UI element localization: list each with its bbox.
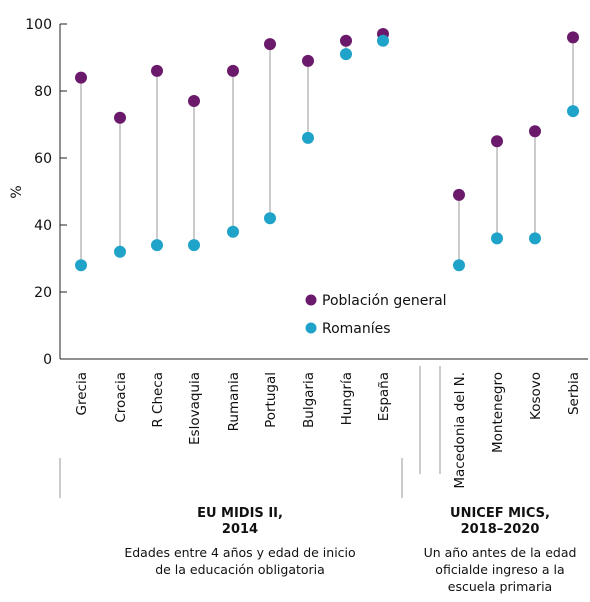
point-poblacion-general-serbia <box>567 31 579 44</box>
x-tick-label-hungria: Hungría <box>339 372 355 425</box>
point-romanies-r-checa <box>151 239 163 252</box>
y-tick-label-20: 20 <box>34 285 52 301</box>
y-tick-label-0: 0 <box>43 352 52 368</box>
point-romanies-portugal <box>264 212 276 225</box>
x-tick-label-bulgaria: Bulgaria <box>301 372 317 428</box>
point-romanies-macedonia-del-n <box>453 259 465 272</box>
y-tick-label-100: 100 <box>25 17 52 33</box>
point-romanies-rumania <box>227 225 239 238</box>
legend-label-poblacion-general: Población general <box>322 293 447 309</box>
point-poblacion-general-rumania <box>227 64 239 77</box>
legend-marker-poblacion-general <box>305 294 317 306</box>
point-romanies-grecia <box>75 259 87 272</box>
x-tick-label-eslovaquia: Eslovaquia <box>187 372 203 445</box>
point-poblacion-general-hungria <box>340 34 352 47</box>
point-poblacion-general-montenegro <box>491 135 503 148</box>
y-tick-label-80: 80 <box>34 84 52 100</box>
point-poblacion-general-portugal <box>264 38 276 51</box>
point-romanies-montenegro <box>491 232 503 245</box>
point-romanies-espana <box>377 34 389 47</box>
point-poblacion-general-bulgaria <box>302 54 314 67</box>
point-romanies-eslovaquia <box>188 239 200 252</box>
group-title-unicef-mics-line1: UNICEF MICS, <box>450 506 550 521</box>
group-desc-eu-midis: Edades entre 4 años y edad de inicio de … <box>60 544 420 578</box>
legend: Población general Romaníes <box>305 293 447 337</box>
legend-marker-romanies <box>305 322 317 334</box>
group-desc-unicef-mics-line1: Un año antes de la edad <box>423 545 577 560</box>
group-desc-unicef-mics: Un año antes de la edad oficialde ingres… <box>412 544 588 595</box>
point-poblacion-general-eslovaquia <box>188 95 200 108</box>
connectors <box>80 34 574 266</box>
x-tick-label-serbia: Serbia <box>566 372 582 415</box>
point-poblacion-general-macedonia-del-n <box>453 188 465 201</box>
x-tick-labels: Grecia Croacia R Checa Eslovaquia Rumania Por… <box>74 372 582 489</box>
legend-label-romanies: Romaníes <box>322 321 391 337</box>
x-tick-label-rumania: Rumania <box>226 372 242 431</box>
x-tick-label-r-checa: R Checa <box>150 372 166 428</box>
group-desc-eu-midis-line1: Edades entre 4 años y edad de inicio <box>124 545 356 560</box>
group-title-eu-midis-line1: EU MIDIS II, <box>197 506 283 521</box>
group-desc-unicef-mics-line2: oficialde ingreso a la <box>435 562 565 577</box>
point-poblacion-general-r-checa <box>151 64 163 77</box>
x-tick-label-montenegro: Montenegro <box>490 372 506 453</box>
group-desc-eu-midis-line2: de la educación obligatoria <box>155 562 325 577</box>
y-tick-label-60: 60 <box>34 151 52 167</box>
point-romanies-kosovo <box>529 232 541 245</box>
group-title-eu-midis-line2: 2014 <box>221 522 259 537</box>
y-tick-label-40: 40 <box>34 218 52 234</box>
point-romanies-bulgaria <box>302 131 314 144</box>
axes: 0 20 40 60 80 100% <box>9 17 588 498</box>
x-tick-label-portugal: Portugal <box>263 372 279 428</box>
x-tick-label-grecia: Grecia <box>74 372 90 415</box>
point-romanies-hungria <box>340 48 352 61</box>
group-title-unicef-mics-line2: 2018–2020 <box>460 522 540 537</box>
group-title-eu-midis: EU MIDIS II, 2014 <box>60 506 420 538</box>
point-romanies-serbia <box>567 105 579 118</box>
point-romanies-croacia <box>114 245 126 258</box>
point-poblacion-general-croacia <box>114 111 126 124</box>
x-tick-label-kosovo: Kosovo <box>528 372 544 420</box>
x-tick-label-espana: España <box>376 372 392 421</box>
group-title-unicef-mics: UNICEF MICS, 2018–2020 <box>412 506 588 538</box>
x-tick-label-macedonia-del-n: Macedonia del N. <box>452 372 468 489</box>
point-poblacion-general-kosovo <box>529 125 541 138</box>
points <box>75 28 579 272</box>
x-tick-label-croacia: Croacia <box>113 372 129 423</box>
point-poblacion-general-grecia <box>75 71 87 84</box>
y-axis-label: % <box>9 185 25 198</box>
group-desc-unicef-mics-line3: escuela primaria <box>447 579 553 594</box>
